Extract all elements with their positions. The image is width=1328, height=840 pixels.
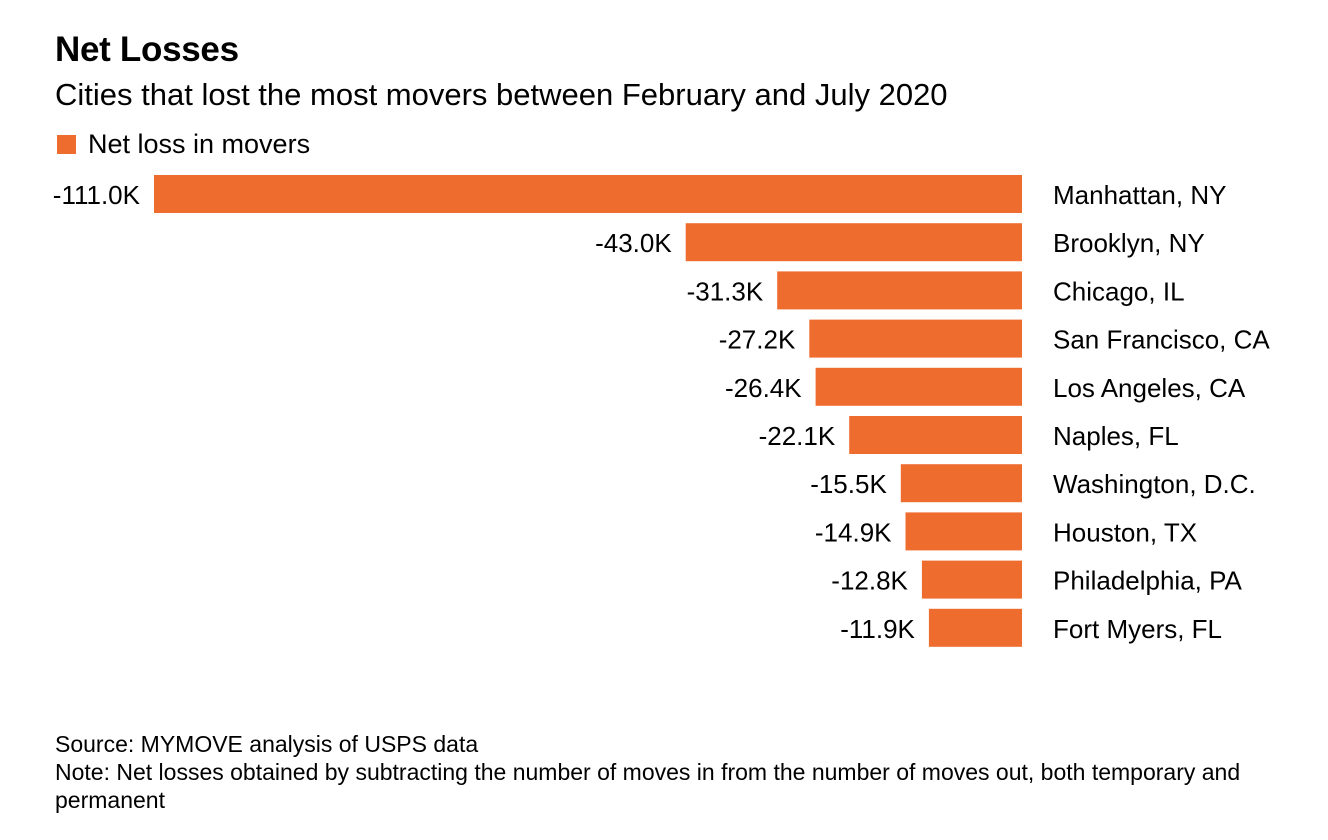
bar-chart: -111.0K Manhattan, NY -43.0K Brooklyn, NY -3…	[53, 175, 1270, 647]
value-label-9: -11.9K	[840, 614, 915, 644]
value-label-7: -14.9K	[815, 517, 892, 547]
category-label-7: Houston, TX	[1053, 517, 1197, 547]
category-label-0: Manhattan, NY	[1053, 180, 1226, 210]
bar-2	[777, 271, 1022, 310]
category-label-5: Naples, FL	[1053, 421, 1179, 451]
category-label-8: Philadelphia, PA	[1053, 566, 1243, 596]
value-label-4: -26.4K	[725, 373, 802, 403]
value-label-3: -27.2K	[719, 325, 796, 355]
value-label-5: -22.1K	[759, 421, 836, 451]
bar-6	[900, 464, 1022, 503]
value-label-1: -43.0K	[595, 228, 672, 258]
value-label-0: -111.0K	[53, 180, 141, 210]
value-label-8: -12.8K	[831, 566, 908, 596]
category-label-6: Washington, D.C.	[1053, 469, 1256, 499]
source-note: Source: MYMOVE analysis of USPS data	[55, 731, 479, 757]
category-label-9: Fort Myers, FL	[1053, 614, 1222, 644]
category-label-3: San Francisco, CA	[1053, 325, 1270, 355]
chart-title: Net Losses	[55, 30, 239, 69]
bar-7	[905, 512, 1022, 551]
category-label-2: Chicago, IL	[1053, 276, 1185, 306]
chart-subtitle: Cities that lost the most movers between…	[55, 77, 948, 112]
bar-1	[685, 223, 1022, 262]
bar-9	[928, 608, 1022, 647]
legend-label: Net loss in movers	[88, 128, 311, 159]
bar-0	[154, 175, 1022, 213]
methodology-note: Note: Net losses obtained by subtracting…	[55, 759, 1241, 813]
value-label-2: -31.3K	[687, 276, 764, 306]
value-label-6: -15.5K	[810, 469, 887, 499]
bar-5	[849, 416, 1022, 454]
bar-4	[815, 367, 1022, 406]
bar-3	[809, 319, 1022, 358]
category-label-1: Brooklyn, NY	[1053, 228, 1205, 258]
legend-swatch	[57, 134, 76, 154]
bar-8	[921, 560, 1022, 599]
category-label-4: Los Angeles, CA	[1053, 373, 1246, 403]
legend: Net loss in movers	[57, 128, 310, 160]
chart-footer: Source: MYMOVE analysis of USPS data Not…	[55, 730, 1295, 814]
